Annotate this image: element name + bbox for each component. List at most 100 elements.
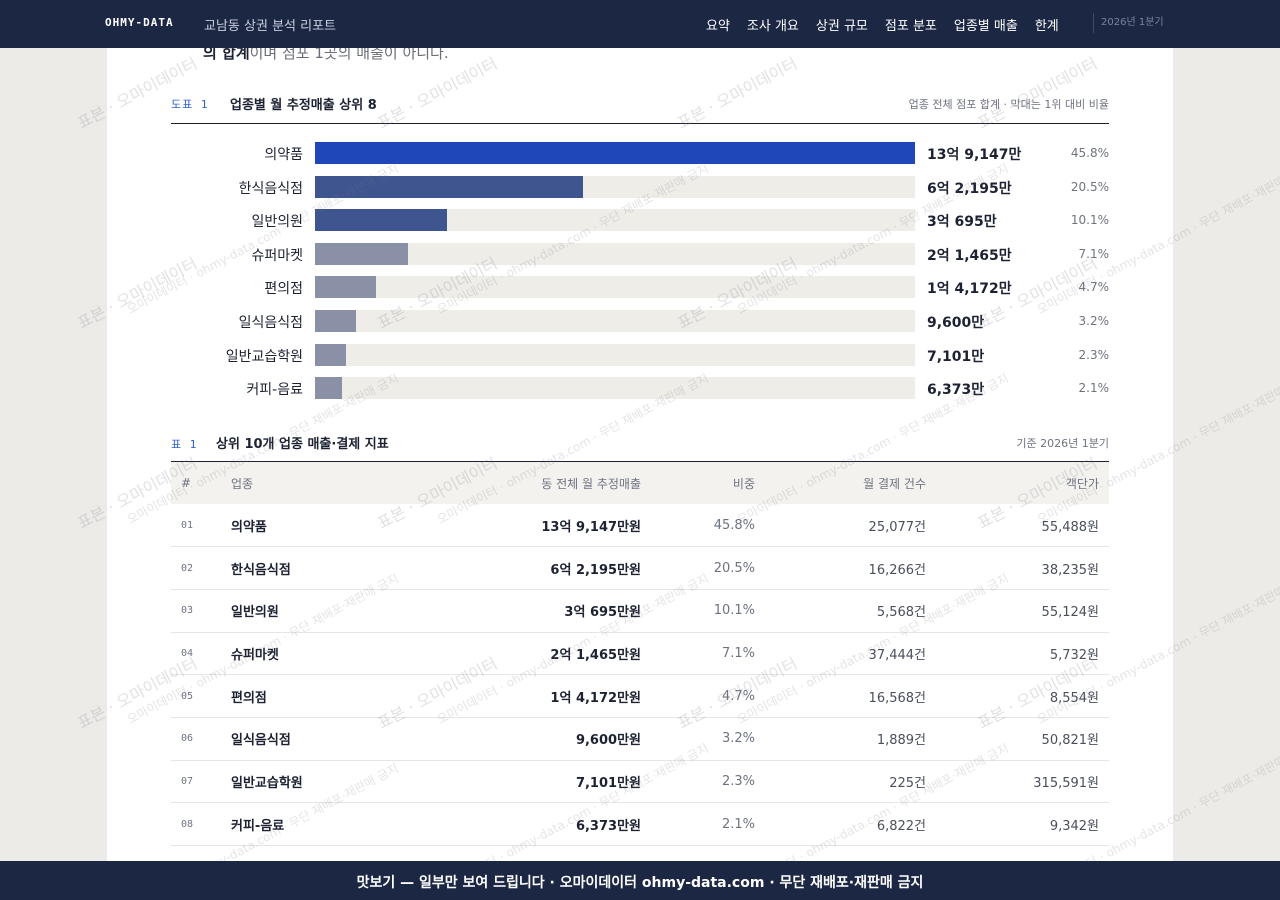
bar-share-label: 3.2% (1078, 314, 1110, 328)
row-share: 7.1% (721, 645, 755, 661)
nav-overview[interactable]: 조사 개요 (746, 19, 799, 34)
row-avg-ticket: 50,821원 (1041, 733, 1099, 749)
row-payment-count: 6,822건 (876, 818, 926, 834)
bar-row: 의약품 13억 9,147만 45.8% (171, 142, 1109, 164)
row-share: 10.1% (713, 603, 755, 619)
bar-label: 편의점 (264, 281, 303, 298)
period-label: 2026년 1분기 (1093, 13, 1164, 33)
row-avg-ticket: 38,235원 (1041, 562, 1099, 578)
bar-track (315, 276, 915, 299)
row-rank: 04 (181, 647, 194, 659)
bar-label: 한식음식점 (238, 180, 303, 197)
bar-row: 슈퍼마켓 2억 1,465만 7.1% (171, 242, 1109, 265)
bar (315, 142, 915, 164)
col-industry: 업종 (231, 476, 254, 491)
nav-summary[interactable]: 요약 (706, 19, 730, 34)
row-share: 3.2% (721, 731, 755, 747)
row-industry: 의약품 (231, 519, 267, 535)
table-row: 05 편의점 1억 4,172만원 4.7% 16,568건 8,554원 (171, 675, 1109, 718)
bar (315, 276, 377, 299)
row-rank: 03 (181, 605, 194, 617)
intro-bold: 의 합계 (203, 48, 250, 62)
row-payment-count: 225건 (889, 775, 926, 791)
nav-store-distribution[interactable]: 점포 분포 (884, 19, 937, 34)
bar-value-label: 6억 2,195만 (927, 180, 1012, 197)
table-row: 03 일반의원 3억 695만원 10.1% 5,568건 55,124원 (171, 589, 1109, 633)
row-industry: 커피-음료 (231, 818, 285, 834)
row-payment-count: 37,444건 (868, 647, 926, 663)
row-share: 45.8% (713, 517, 755, 533)
row-sales: 3억 695만원 (564, 605, 641, 621)
row-rank: 05 (181, 690, 194, 702)
row-share: 4.7% (721, 688, 755, 704)
bar-share-label: 2.3% (1078, 347, 1110, 362)
row-sales: 2억 1,465만원 (550, 647, 641, 663)
table-header-row: # 업종 동 전체 월 추정매출 비중 월 결제 건수 객단가 (171, 462, 1109, 504)
bar-row: 일식음식점 9,600만 3.2% (171, 310, 1109, 332)
table-row: 07 일반교습학원 7,101만원 2.3% 225건 315,591원 (171, 760, 1109, 803)
bar-label: 일식음식점 (238, 315, 303, 331)
nav-sales-by-industry[interactable]: 업종별 매출 (953, 19, 1018, 34)
figure-note: 업종 전체 점포 합계 · 막대는 1위 대비 비율 (908, 98, 1109, 111)
row-rank: 08 (181, 818, 194, 830)
table-row: 04 슈퍼마켓 2억 1,465만원 7.1% 37,444건 5,732원 (171, 632, 1109, 675)
row-industry: 편의점 (231, 690, 267, 706)
bar (315, 343, 346, 366)
bar-track (315, 242, 915, 265)
row-share: 20.5% (713, 560, 755, 576)
bar-value-label: 2억 1,465만 (927, 247, 1012, 264)
bar-value-label: 3억 695만 (927, 214, 997, 231)
bar-label: 일반의원 (251, 214, 303, 231)
figure-header: 도표 1 업종별 월 추정매출 상위 8 업종 전체 점포 합계 · 막대는 1… (171, 96, 1109, 124)
table-tag: 표 1 (171, 438, 198, 451)
row-share: 2.1% (721, 816, 755, 832)
table-note: 기준 2026년 1분기 (1016, 437, 1109, 450)
row-avg-ticket: 5,732원 (1049, 647, 1099, 663)
row-payment-count: 16,266건 (868, 562, 926, 578)
row-avg-ticket: 8,554원 (1049, 690, 1099, 706)
report-content: 의 합계이며 점포 1곳의 매출이 아니다. 도표 1 업종별 월 추정매출 상… (107, 48, 1173, 861)
bar-row: 편의점 1억 4,172만 4.7% (171, 276, 1110, 299)
bar (315, 310, 357, 332)
bar-track (315, 209, 915, 232)
table-header: 표 1 상위 10개 업종 매출·결제 지표 기준 2026년 1분기 (171, 432, 1109, 462)
bar-value-label: 1억 4,172만 (927, 281, 1012, 298)
figure-tag: 도표 1 (171, 98, 209, 111)
row-avg-ticket: 315,591원 (1033, 775, 1099, 791)
bar-row: 일반교습학원 7,101만 2.3% (171, 343, 1110, 366)
industry-metrics-table: # 업종 동 전체 월 추정매출 비중 월 결제 건수 객단가 01 의약품 13억… (171, 462, 1109, 846)
bar-track (315, 310, 915, 332)
bar (315, 175, 584, 198)
bar-share-label: 10.1% (1070, 213, 1109, 228)
col-payment-count: 월 결제 건수 (863, 476, 926, 491)
row-rank: 07 (181, 775, 194, 787)
bar-track (315, 343, 915, 366)
bar-row: 일반의원 3억 695만 10.1% (171, 209, 1109, 232)
row-industry: 일반의원 (231, 605, 279, 621)
nav-limitations[interactable]: 한계 (1034, 19, 1059, 34)
row-rank: 01 (181, 519, 194, 531)
report-title: 교남동 상권 분석 리포트 (204, 19, 336, 34)
row-payment-count: 5,568건 (876, 605, 926, 621)
table-row: 06 일식음식점 9,600만원 3.2% 1,889건 50,821원 (171, 717, 1109, 761)
bar-track (315, 175, 915, 198)
table-row: 08 커피-음료 6,373만원 2.1% 6,822건 9,342원 (171, 803, 1109, 846)
sample-banner: 맛보기 — 일부만 보여 드립니다 · 오마이데이터 ohmy-data.com… (0, 861, 1280, 900)
table-row: 01 의약품 13억 9,147만원 45.8% 25,077건 55,488원 (171, 504, 1109, 547)
col-rank: # (181, 476, 192, 490)
bar (315, 242, 408, 265)
row-industry: 한식음식점 (231, 562, 291, 578)
bar (315, 377, 343, 400)
intro-text: 의 합계이며 점포 1곳의 매출이 아니다. (203, 48, 449, 63)
col-avg-ticket: 객단가 (1065, 476, 1099, 491)
bar-value-label: 6,373만 (927, 382, 985, 399)
bar-label: 커피-음료 (246, 382, 303, 399)
row-industry: 일반교습학원 (231, 775, 303, 791)
row-sales: 1억 4,172만원 (550, 690, 641, 706)
bar-value-label: 7,101만 (927, 348, 985, 365)
bar (315, 209, 448, 232)
bar-share-label: 4.7% (1078, 280, 1110, 295)
nav-market-size[interactable]: 상권 규모 (815, 19, 868, 34)
brand-logo[interactable]: OHMY-DATA (105, 16, 174, 29)
table-row: 02 한식음식점 6억 2,195만원 20.5% 16,266건 38,235원 (171, 547, 1109, 590)
